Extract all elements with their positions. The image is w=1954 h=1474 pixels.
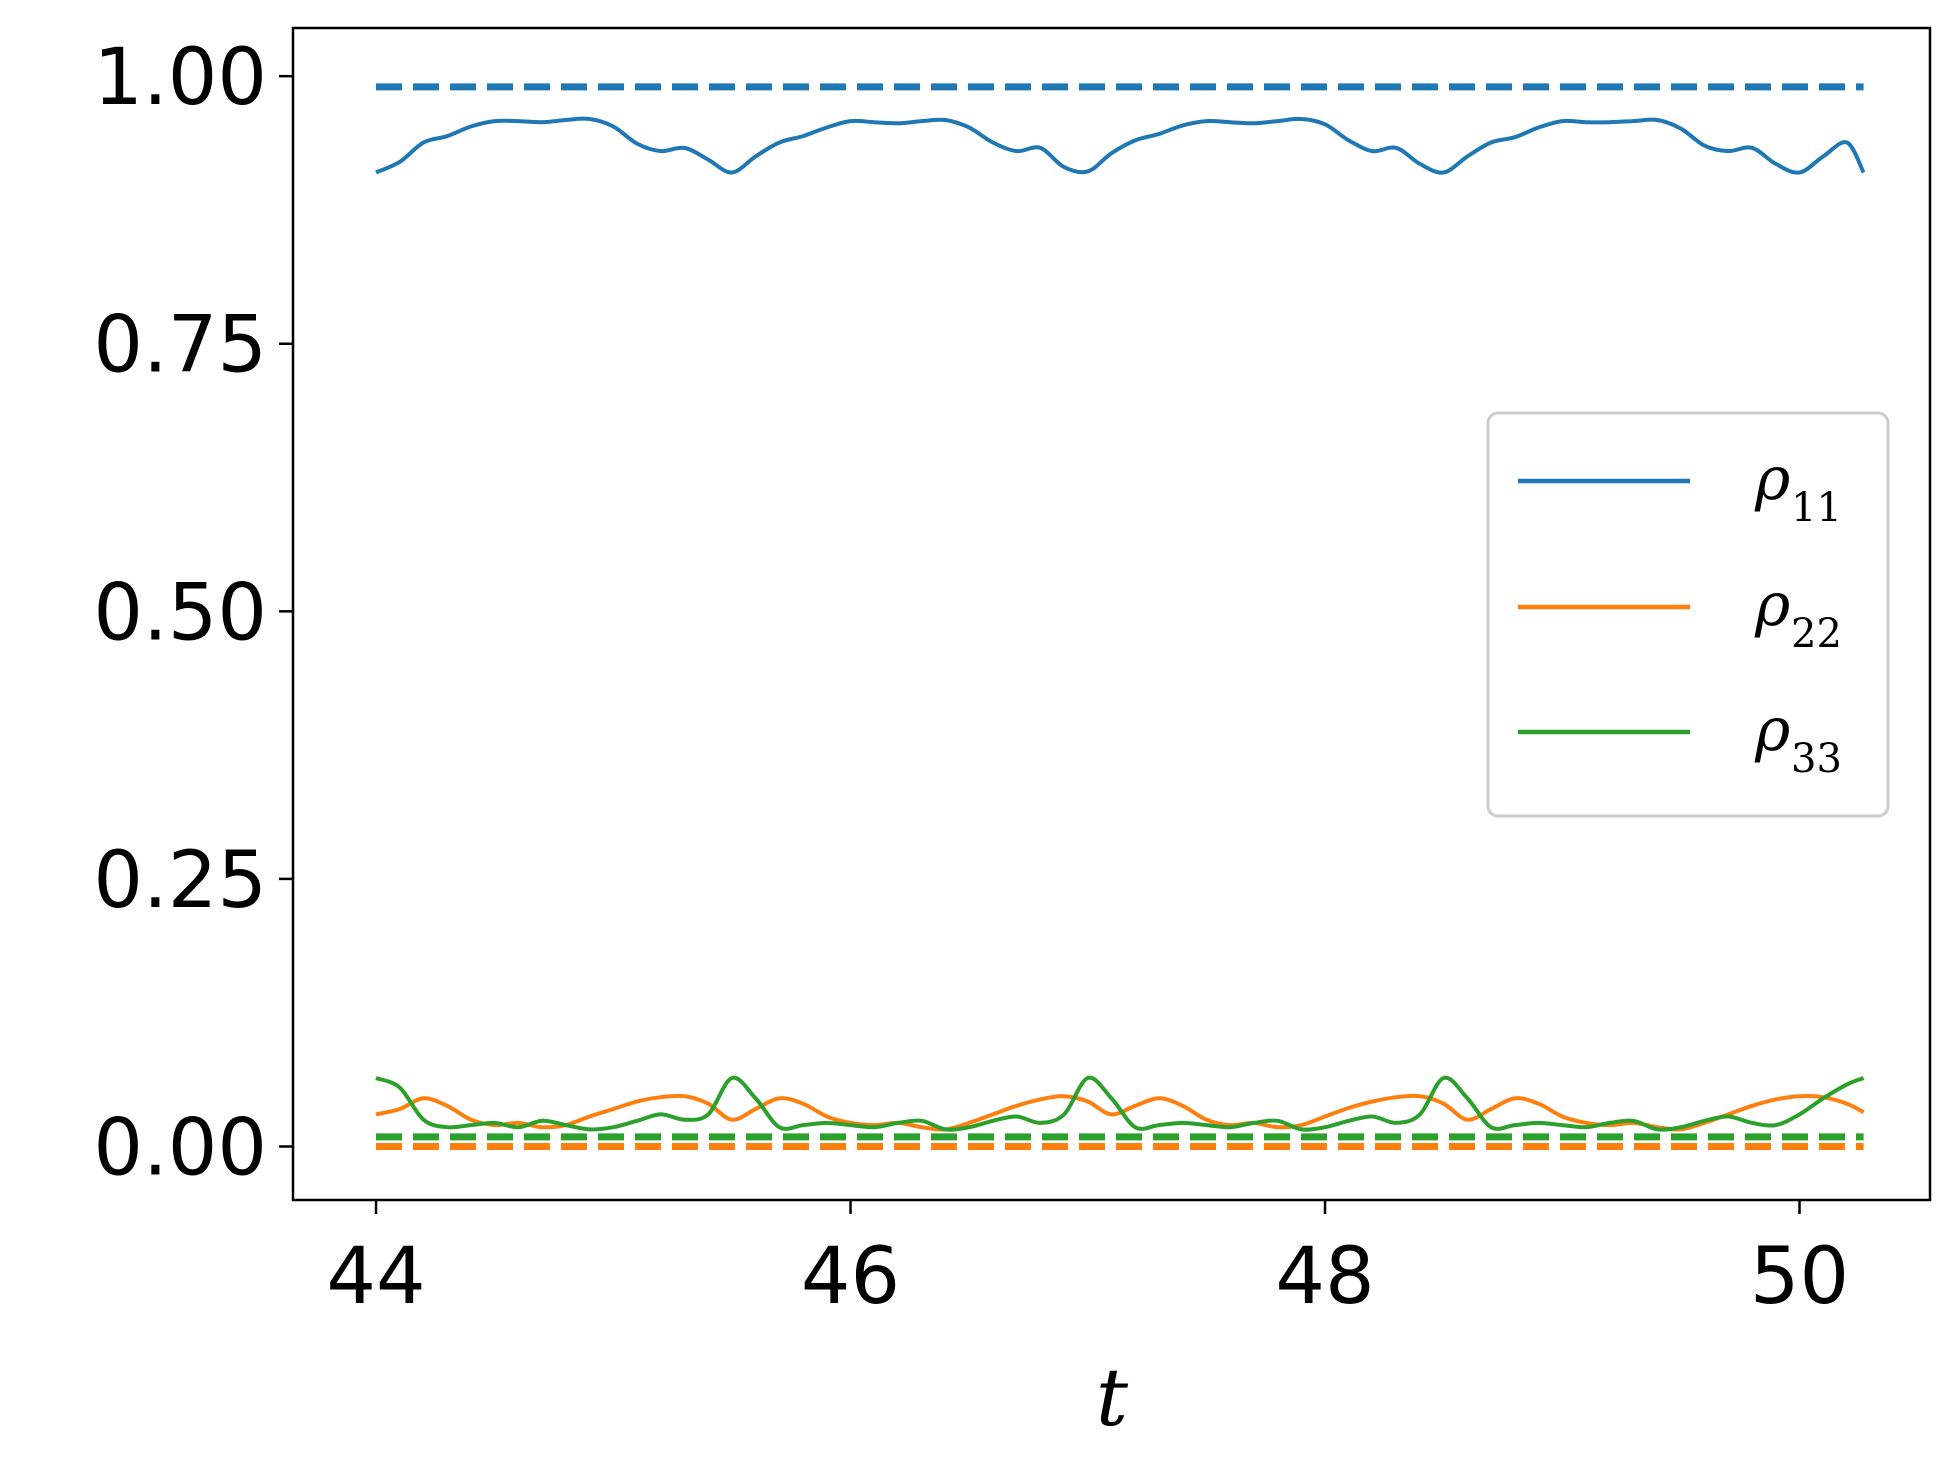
series-layer bbox=[375, 83, 1866, 1150]
legend-label-subscript: 33 bbox=[1791, 736, 1842, 782]
legend-label: ρ bbox=[1754, 570, 1790, 640]
y-tick-label: 0.50 bbox=[93, 568, 267, 658]
legend-entry: ρ 22 bbox=[1518, 570, 1842, 657]
series-line-rho11 bbox=[375, 116, 1866, 175]
y-tick-label: 0.75 bbox=[93, 301, 267, 391]
legend-label-subscript: 22 bbox=[1791, 611, 1842, 657]
legend-label: ρ bbox=[1754, 695, 1790, 765]
x-tick-label: 50 bbox=[1750, 1232, 1849, 1322]
legend-label: ρ bbox=[1754, 444, 1790, 514]
x-axis-label: t bbox=[1096, 1351, 1129, 1444]
legend: ρ 11ρ 22ρ 33 bbox=[1486, 411, 1890, 818]
y-tick-label: 1.00 bbox=[93, 33, 267, 123]
y-tick-label: 0.00 bbox=[93, 1103, 267, 1193]
x-tick-label: 46 bbox=[801, 1232, 900, 1322]
x-tick-label: 44 bbox=[326, 1232, 425, 1322]
legend-box bbox=[1486, 411, 1890, 818]
legend-label-subscript: 11 bbox=[1791, 485, 1842, 531]
plot-frame bbox=[291, 26, 1932, 1202]
y-tick-label: 0.25 bbox=[93, 836, 267, 926]
y-axis: 0.00 0.25 0.50 0.75 1.00 bbox=[93, 33, 293, 1193]
legend-entries: ρ 11ρ 22ρ 33 bbox=[1518, 444, 1842, 782]
x-tick-label: 48 bbox=[1275, 1232, 1374, 1322]
legend-entry: ρ 33 bbox=[1518, 695, 1842, 782]
x-axis: 44 46 48 50 bbox=[326, 1200, 1849, 1322]
series-line-rho33 bbox=[375, 1075, 1865, 1132]
legend-entry: ρ 11 bbox=[1518, 444, 1842, 531]
